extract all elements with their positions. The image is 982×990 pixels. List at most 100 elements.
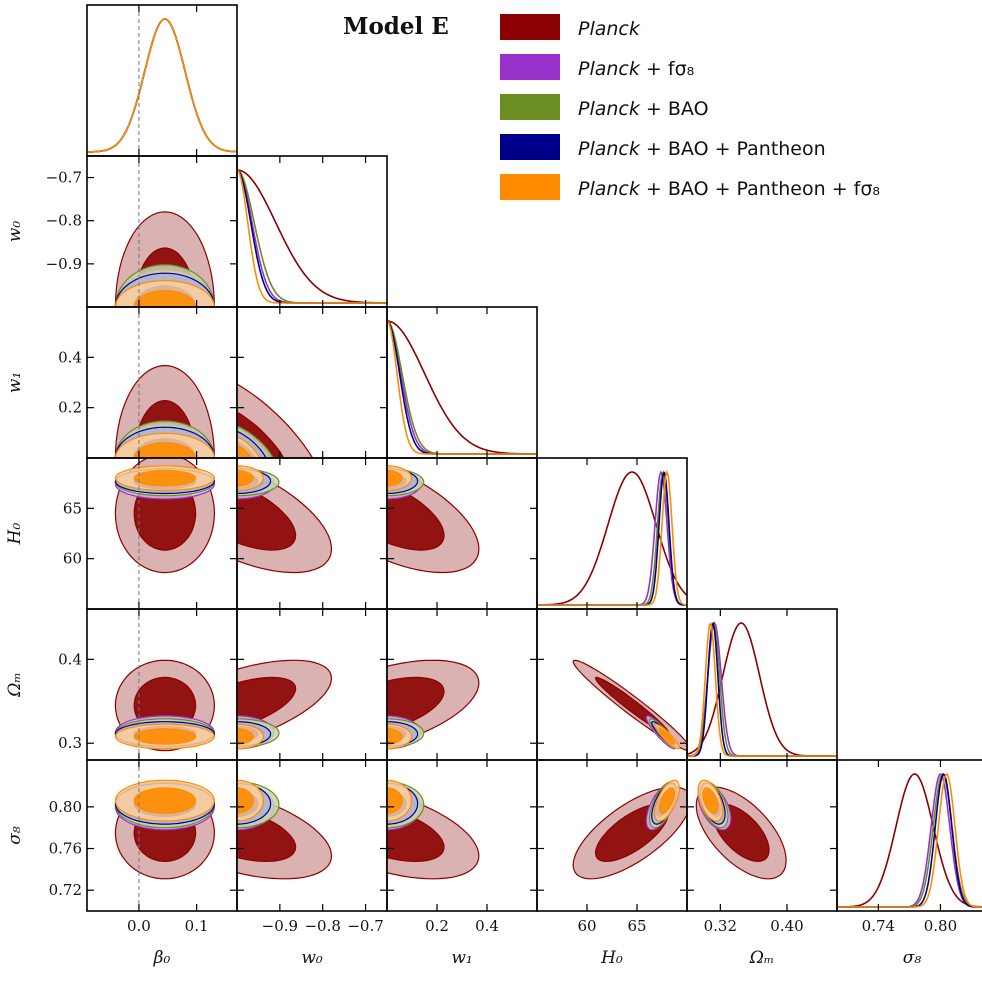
panel-contents <box>237 169 387 304</box>
legend-label: Planck + BAO <box>578 98 709 120</box>
panel-4-0: 0.3 0.4 <box>58 608 238 761</box>
y-tick-label: 0.76 <box>49 840 82 858</box>
y-axis-label: w₁ <box>5 372 25 393</box>
x-axis-label: w₁ <box>451 948 472 968</box>
x-tick-label: 60 <box>577 917 596 935</box>
panel-contents <box>572 659 687 751</box>
x-tick-label: 0.80 <box>924 917 957 935</box>
x-axis-label: H₀ <box>600 948 623 968</box>
x-axis-label: β₀ <box>153 948 171 968</box>
y-tick-label: 0.4 <box>58 348 82 366</box>
panel-contents <box>114 779 216 880</box>
marginal-curve-0 <box>837 773 982 908</box>
y-tick-label: 65 <box>63 499 82 517</box>
x-tick-label: 0.40 <box>770 917 803 935</box>
panel-contents <box>237 465 333 574</box>
contour-0-68 <box>237 483 297 551</box>
panel-1-1 <box>236 155 388 308</box>
marginal-curve-0 <box>87 18 237 153</box>
marginal-curve-1 <box>87 18 237 153</box>
panel-2-1 <box>236 306 388 459</box>
legend-label: Planck + fσ₈ <box>578 58 694 80</box>
x-tick-label: 65 <box>627 917 646 935</box>
y-tick-label: 0.3 <box>58 734 82 752</box>
x-tick-label: −0.9 <box>262 917 298 935</box>
marginal-curve-4 <box>87 18 237 153</box>
y-tick-label: 0.4 <box>58 650 82 668</box>
contour-4-68 <box>387 469 403 487</box>
panel-contents <box>87 18 237 153</box>
panel-contents <box>572 779 687 880</box>
panel-3-1 <box>236 457 388 610</box>
legend-label: Planck <box>578 18 641 40</box>
marginal-curve-4 <box>537 469 687 606</box>
marginal-curve-2 <box>87 18 237 153</box>
panel-5-4: 0.32 0.40 <box>686 759 838 935</box>
x-tick-label: 0.0 <box>127 917 151 935</box>
panel-frame <box>236 155 388 308</box>
panel-contents <box>114 458 216 574</box>
x-tick-label: 0.32 <box>704 917 737 935</box>
contour-4-68 <box>237 728 254 745</box>
x-axis-label: σ₈ <box>903 948 922 968</box>
contour-4-68 <box>387 728 403 745</box>
panel-contents <box>114 659 216 752</box>
legend-swatch <box>500 14 560 40</box>
panel-contents <box>687 621 837 757</box>
marginal-curve-4 <box>237 169 387 304</box>
y-tick-label: −0.8 <box>46 212 82 230</box>
panel-frame <box>836 759 982 912</box>
contour-4-68 <box>133 469 197 487</box>
marginal-curve-3 <box>837 772 982 908</box>
panel-5-1: −0.9 −0.8 −0.7 <box>236 759 388 935</box>
panel-contents <box>237 383 314 458</box>
panel-contents <box>237 779 333 880</box>
y-tick-label: 0.72 <box>49 881 82 899</box>
marginal-curve-0 <box>537 471 687 606</box>
marginal-curve-4 <box>687 621 837 757</box>
x-axis-label: Ωₘ <box>749 948 775 968</box>
panel-frame <box>86 4 238 157</box>
panel-4-4 <box>686 608 838 761</box>
marginal-curve-3 <box>387 320 537 455</box>
contour-4-68 <box>658 787 676 814</box>
panel-1-0: −0.9 −0.8 −0.7 <box>46 155 238 308</box>
panel-contents <box>114 364 216 458</box>
panel-4-2 <box>386 608 538 761</box>
marginal-curve-3 <box>687 621 837 757</box>
y-tick-label: −0.9 <box>46 255 82 273</box>
marginal-curve-4 <box>387 320 537 455</box>
panel-5-5: 0.74 0.80 <box>836 759 982 935</box>
panel-contents <box>537 469 687 606</box>
x-tick-label: 0.4 <box>475 917 499 935</box>
legend-swatch <box>500 54 560 80</box>
contour-4-68 <box>133 289 197 307</box>
x-tick-label: 0.74 <box>862 917 895 935</box>
panel-3-2 <box>386 457 538 610</box>
contour-4-68 <box>658 728 676 745</box>
y-axis-label: w₀ <box>5 221 25 243</box>
panel-2-2 <box>386 306 538 459</box>
legend-swatch <box>500 94 560 120</box>
panel-4-1 <box>236 608 388 761</box>
panel-3-3 <box>536 457 688 610</box>
legend-label: Planck + BAO + Pantheon <box>578 138 826 160</box>
panel-contents <box>695 779 787 880</box>
marginal-curve-0 <box>387 320 537 455</box>
legend-swatch <box>500 174 560 200</box>
contour-4-68 <box>133 442 197 458</box>
y-tick-label: 0.80 <box>49 798 82 816</box>
contour-4-68 <box>702 787 719 814</box>
x-axis-label: w₀ <box>301 948 323 968</box>
x-tick-label: −0.7 <box>347 917 383 935</box>
contour-4-68 <box>133 787 197 814</box>
panel-3-0: 60 65 <box>63 457 238 610</box>
contour-4-68 <box>237 444 252 458</box>
y-tick-label: −0.7 <box>46 169 82 187</box>
marginal-curve-2 <box>387 320 537 455</box>
y-axis-label: H₀ <box>5 522 25 545</box>
panel-4-3 <box>536 608 688 761</box>
